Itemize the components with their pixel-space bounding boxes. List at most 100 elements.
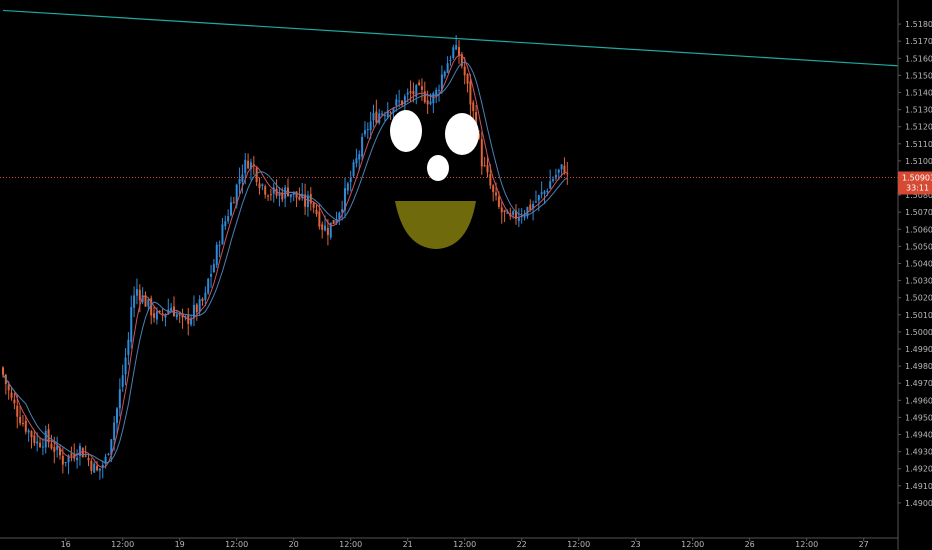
candle-body — [515, 210, 517, 219]
candle-body — [116, 408, 118, 424]
trendline[interactable] — [2, 9, 916, 68]
y-tick-label: 1.51000 — [905, 157, 932, 166]
candle-body — [210, 273, 213, 277]
candle-body — [489, 174, 492, 186]
candle-body — [412, 91, 415, 95]
candle-body — [124, 357, 127, 375]
candle-body — [486, 165, 489, 173]
candle-body — [147, 299, 150, 307]
candle-body — [247, 160, 250, 169]
x-tick-label: 12:00 — [681, 540, 704, 549]
candle-body — [440, 74, 443, 90]
y-tick-label: 1.51200 — [905, 123, 932, 132]
candle-body — [466, 74, 469, 84]
y-tick-label: 1.49600 — [905, 396, 932, 405]
candle-body — [64, 462, 67, 464]
candle-body — [460, 53, 463, 67]
candle-body — [21, 422, 24, 424]
candle-body — [298, 196, 301, 200]
candle-body — [175, 314, 178, 318]
candle-body — [301, 193, 304, 199]
candle-body — [534, 201, 537, 203]
last-price-tag-box — [898, 171, 932, 195]
candle-body — [312, 202, 315, 208]
candle-body — [543, 191, 546, 194]
candle-body — [16, 405, 19, 417]
candle-body — [135, 289, 138, 296]
candle-body — [315, 209, 318, 215]
candle-body — [56, 445, 59, 450]
candle-body — [401, 100, 403, 105]
nose-icon — [427, 155, 449, 181]
candle-body — [7, 384, 10, 391]
candle-body — [483, 165, 486, 167]
candle-body — [235, 184, 238, 205]
x-tick-label: 21 — [403, 540, 413, 549]
candle-body — [497, 196, 500, 207]
candle-body — [566, 173, 569, 175]
y-tick-label: 1.49200 — [905, 465, 932, 474]
candle-body — [144, 295, 147, 307]
candle-body — [398, 100, 401, 102]
y-tick-label: 1.50100 — [905, 311, 932, 320]
candle-body — [537, 195, 540, 201]
candle-body — [366, 129, 369, 131]
candle-body — [512, 211, 515, 215]
candle-body — [96, 465, 99, 471]
y-tick-label: 1.50300 — [905, 277, 932, 286]
ma-fast-line — [2, 54, 568, 468]
candle-body — [230, 202, 232, 216]
candle-body — [207, 278, 210, 294]
candle-body — [249, 162, 252, 169]
candle-body — [426, 100, 429, 105]
y-tick-label: 1.51100 — [905, 140, 932, 149]
candle-body — [155, 311, 158, 320]
candle-body — [98, 468, 101, 471]
candle-body — [361, 136, 364, 157]
candle-body — [332, 220, 335, 224]
candle-body — [281, 192, 284, 200]
candle-body — [389, 112, 392, 114]
candle-body — [546, 190, 549, 193]
y-tick-label: 1.51700 — [905, 37, 932, 46]
candle-body — [520, 216, 523, 218]
candle-body — [232, 202, 235, 204]
candle-body — [224, 221, 227, 227]
y-tick-label: 1.50800 — [905, 191, 932, 200]
candle-body — [93, 463, 96, 473]
candle-body — [289, 194, 292, 198]
candle-body — [127, 339, 130, 356]
y-tick-label: 1.49500 — [905, 413, 932, 422]
candle-body — [326, 228, 329, 235]
candle-body — [532, 204, 535, 209]
candle-body — [138, 289, 141, 301]
candle-body — [458, 47, 460, 57]
candle-body — [355, 158, 358, 164]
candle-body — [329, 222, 332, 238]
y-tick-label: 1.51500 — [905, 71, 932, 80]
candle-body — [153, 313, 156, 318]
mouth-icon — [395, 201, 476, 249]
candle-body — [10, 392, 13, 398]
candle-body — [346, 183, 349, 191]
candle-body — [267, 195, 270, 197]
candle-body — [423, 91, 426, 103]
y-tick-label: 1.50500 — [905, 242, 932, 251]
candle-body — [90, 460, 93, 471]
candle-body — [133, 295, 136, 308]
x-tick-label: 16 — [61, 540, 71, 549]
candle-body — [195, 304, 198, 313]
candle-body — [383, 115, 386, 117]
candle-body — [563, 165, 566, 174]
candle-body — [221, 224, 224, 245]
candle-body — [352, 162, 355, 176]
candle-body — [369, 121, 372, 131]
candle-body — [415, 85, 418, 97]
candle-body — [78, 445, 81, 456]
candle-body — [258, 183, 261, 189]
x-tick-label: 27 — [859, 540, 869, 549]
y-tick-label: 1.51600 — [905, 54, 932, 63]
candle-body — [204, 292, 207, 300]
candle-body — [198, 299, 201, 312]
